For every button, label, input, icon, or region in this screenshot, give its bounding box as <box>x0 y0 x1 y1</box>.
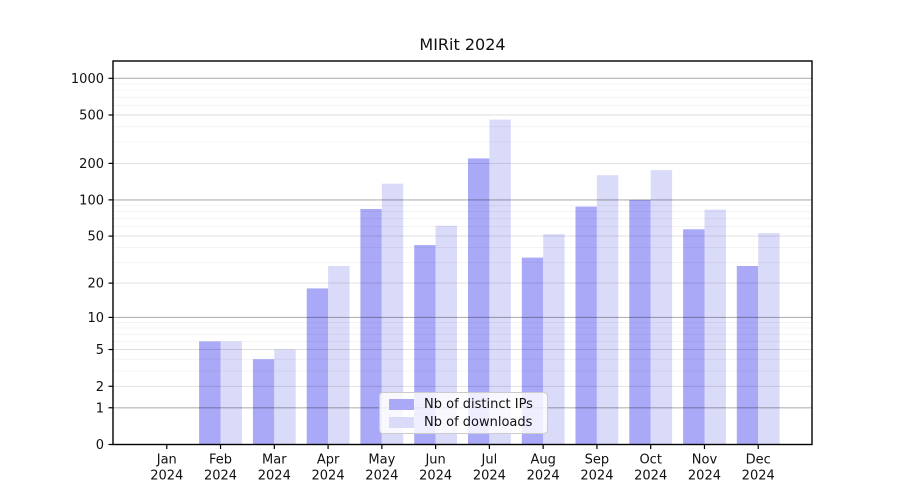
x-tick-label-month-oct: Oct <box>639 453 661 468</box>
x-tick-label-year-aug: 2024 <box>527 469 560 484</box>
y-tick-label-0: 0 <box>96 438 104 453</box>
bar-downloads-aug <box>543 234 565 445</box>
bar-downloads-sep <box>596 175 619 445</box>
legend-label-distinct-ips: Nb of distinct IPs <box>424 396 533 412</box>
legend-label-downloads: Nb of downloads <box>424 414 533 430</box>
legend-swatch-distinct-ips-icon <box>389 398 414 410</box>
x-tick-label-month-nov: Nov <box>692 453 718 468</box>
bar-downloads-jul <box>489 119 511 445</box>
legend-item-downloads: Nb of downloads <box>389 416 535 429</box>
x-tick-label-month-jan: Jan <box>156 453 177 468</box>
legend: Nb of distinct IPs Nb of downloads <box>379 392 548 434</box>
x-tick-label-month-mar: Mar <box>262 453 287 468</box>
bar-distinct-ips-sep <box>575 206 597 445</box>
bar-downloads-dec <box>758 233 780 445</box>
y-tick-label-10: 10 <box>87 311 104 326</box>
y-tick-label-2: 2 <box>96 380 104 395</box>
x-tick-label-year-may: 2024 <box>365 469 398 484</box>
x-tick-label-month-may: May <box>368 453 395 468</box>
y-tick-label-200: 200 <box>79 157 104 172</box>
x-tick-label-year-oct: 2024 <box>634 469 667 484</box>
bar-distinct-ips-dec <box>736 266 759 445</box>
x-tick-label-month-apr: Apr <box>317 453 340 468</box>
bar-downloads-apr <box>328 266 350 445</box>
y-tick-label-500: 500 <box>79 108 104 123</box>
bar-distinct-ips-feb <box>199 341 221 445</box>
x-tick-label-year-jan: 2024 <box>150 469 183 484</box>
plot-frame <box>112 60 813 446</box>
x-tick-label-month-aug: Aug <box>530 453 555 468</box>
x-tick-label-year-feb: 2024 <box>204 469 237 484</box>
bar-distinct-ips-oct <box>629 199 651 445</box>
x-tick-label-year-dec: 2024 <box>742 469 775 484</box>
bar-downloads-may <box>381 183 404 445</box>
x-tick-label-month-jun: Jun <box>424 453 445 468</box>
y-tick-label-20: 20 <box>87 277 104 292</box>
bar-distinct-ips-apr <box>306 288 329 445</box>
x-tick-label-month-jul: Jul <box>481 453 498 468</box>
bar-distinct-ips-may <box>360 209 382 445</box>
x-tick-label-year-nov: 2024 <box>688 469 721 484</box>
y-tick-label-1: 1 <box>96 401 104 416</box>
x-tick-label-month-feb: Feb <box>209 453 232 468</box>
bar-downloads-oct <box>650 170 673 445</box>
x-tick-label-year-sep: 2024 <box>580 469 613 484</box>
bar-downloads-feb <box>220 341 242 445</box>
legend-item-distinct-ips: Nb of distinct IPs <box>389 398 535 411</box>
y-tick-label-1000: 1000 <box>71 72 104 87</box>
bar-downloads-mar <box>274 349 296 445</box>
y-tick-label-100: 100 <box>79 193 104 208</box>
bar-distinct-ips-nov <box>683 229 705 445</box>
x-tick-label-month-sep: Sep <box>585 453 610 468</box>
y-tick-label-50: 50 <box>87 230 104 245</box>
x-tick-label-year-apr: 2024 <box>312 469 345 484</box>
x-tick-label-month-dec: Dec <box>746 453 771 468</box>
x-tick-label-year-jul: 2024 <box>473 469 506 484</box>
x-tick-label-year-mar: 2024 <box>258 469 291 484</box>
bar-downloads-jun <box>435 225 457 445</box>
chart-title: MIRit 2024 <box>419 35 506 54</box>
bar-distinct-ips-mar <box>252 359 275 445</box>
bar-downloads-nov <box>704 209 726 445</box>
bar-distinct-ips-jul <box>468 158 490 445</box>
x-tick-label-year-jun: 2024 <box>419 469 452 484</box>
y-tick-label-5: 5 <box>96 343 104 358</box>
legend-swatch-downloads-icon <box>389 416 414 428</box>
